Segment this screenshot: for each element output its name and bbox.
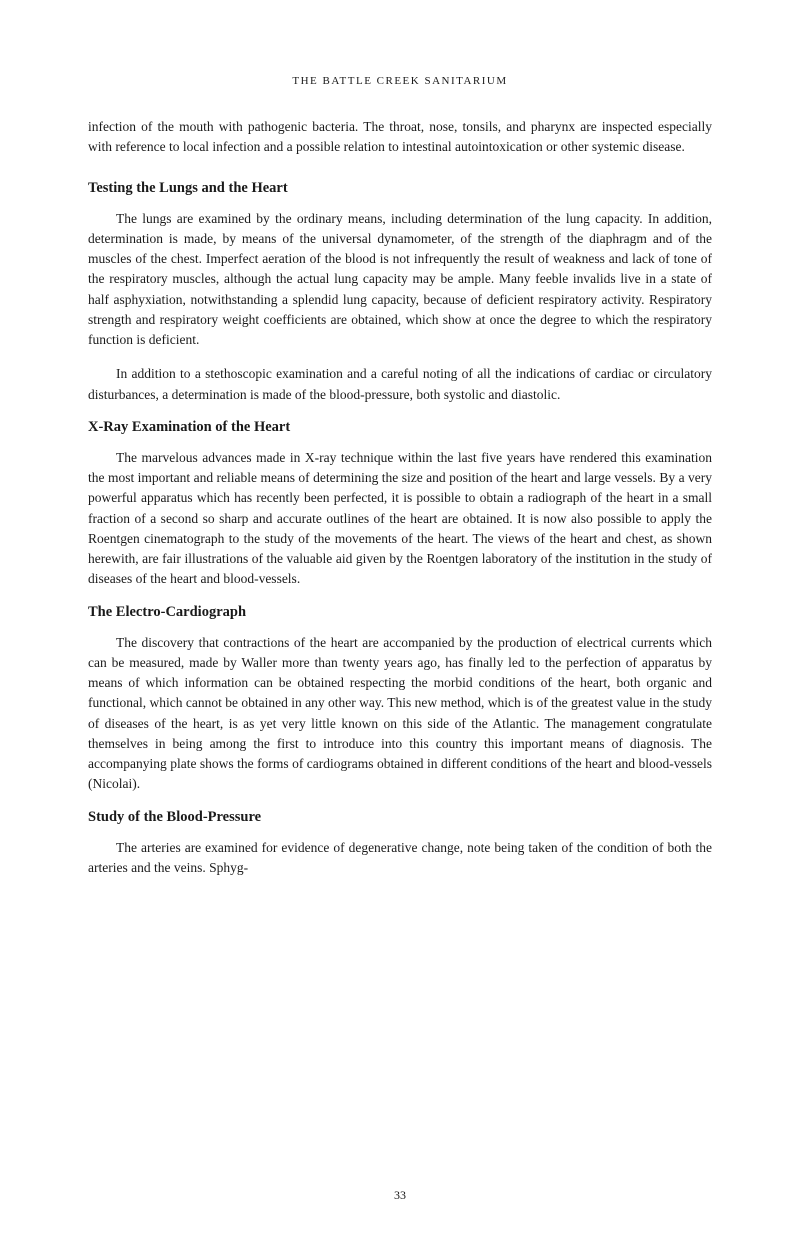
section-heading-lungs-heart: Testing the Lungs and the Heart [88, 180, 712, 197]
body-paragraph: The marvelous advances made in X-ray tec… [88, 448, 712, 590]
intro-paragraph: infection of the mouth with pathogenic b… [88, 117, 712, 158]
section-heading-electro: The Electro-Cardiograph [88, 604, 712, 621]
page-number: 33 [394, 1188, 406, 1203]
body-paragraph: In addition to a stethoscopic examinatio… [88, 364, 712, 405]
page-header: THE BATTLE CREEK SANITARIUM [88, 75, 712, 87]
body-paragraph: The discovery that contractions of the h… [88, 633, 712, 795]
body-paragraph: The lungs are examined by the ordinary m… [88, 209, 712, 351]
body-paragraph: The arteries are examined for evidence o… [88, 838, 712, 879]
section-heading-xray: X-Ray Examination of the Heart [88, 419, 712, 436]
section-heading-blood-pressure: Study of the Blood-Pressure [88, 809, 712, 826]
